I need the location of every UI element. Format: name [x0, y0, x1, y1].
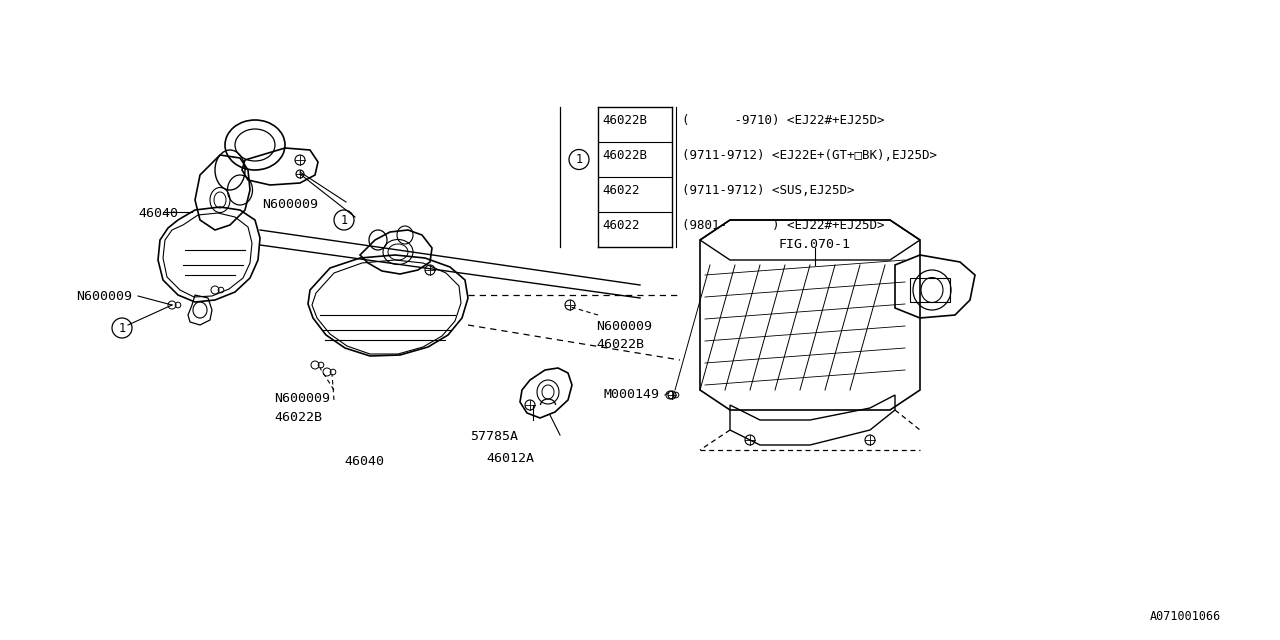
Text: N600009: N600009: [262, 198, 317, 211]
Text: (      -9710) <EJ22#+EJ25D>: ( -9710) <EJ22#+EJ25D>: [682, 114, 884, 127]
Text: 46040: 46040: [138, 207, 178, 220]
Text: 46022: 46022: [602, 184, 640, 197]
Text: N600009: N600009: [274, 392, 330, 405]
Text: 46022B: 46022B: [602, 149, 646, 162]
Text: M000149: M000149: [603, 388, 659, 401]
Text: N600009: N600009: [76, 290, 132, 303]
Text: 46012A: 46012A: [486, 452, 534, 465]
Text: 46040: 46040: [344, 455, 384, 468]
Text: 57785A: 57785A: [470, 430, 518, 443]
Text: FIG.070-1: FIG.070-1: [778, 238, 850, 251]
Text: 46022B: 46022B: [274, 411, 323, 424]
Text: (9711-9712) <EJ22E+(GT+□BK),EJ25D>: (9711-9712) <EJ22E+(GT+□BK),EJ25D>: [682, 149, 937, 162]
Text: 1: 1: [340, 214, 348, 227]
Text: 1: 1: [576, 153, 582, 166]
Text: 1: 1: [119, 321, 125, 335]
Text: N600009: N600009: [596, 320, 652, 333]
Text: A071001066: A071001066: [1149, 610, 1221, 623]
Text: 46022: 46022: [602, 219, 640, 232]
Text: (9801-      ) <EJ22#+EJ25D>: (9801- ) <EJ22#+EJ25D>: [682, 219, 884, 232]
Text: (9711-9712) <SUS,EJ25D>: (9711-9712) <SUS,EJ25D>: [682, 184, 855, 197]
Text: 46022B: 46022B: [602, 114, 646, 127]
Text: 46022B: 46022B: [596, 338, 644, 351]
